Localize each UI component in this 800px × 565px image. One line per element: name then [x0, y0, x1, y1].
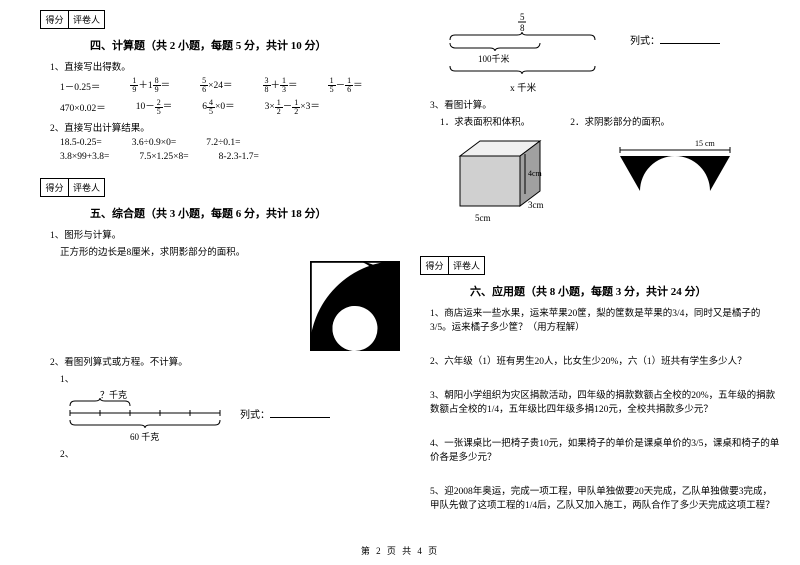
svg-text:5: 5 — [520, 12, 525, 22]
eq-row-4: 3.8×99+3.8= 7.5×1.25×8= 8-2.3-1.7= — [60, 152, 400, 162]
grader-label: 评卷人 — [69, 11, 104, 28]
svg-text:3cm: 3cm — [528, 200, 544, 210]
eq: 38＋13＝ — [263, 77, 298, 94]
top-bracket-figure: 5 8 100千米 列式： — [430, 10, 780, 80]
bracket-diagram-2: 5 8 100千米 — [430, 10, 620, 80]
svg-text:8: 8 — [520, 23, 525, 33]
eq: 7.2÷0.1= — [206, 138, 240, 148]
bracket-diagram: ？千克 60 千克 — [60, 388, 230, 443]
score-label: 得分 — [41, 11, 69, 28]
left-column: 得分 评卷人 四、计算题（共 2 小题，每题 5 分，共计 10 分） 1、直接… — [40, 10, 400, 540]
q3-sub2: 2．求阴影部分的面积。 — [570, 114, 670, 128]
page-footer: 第 2 页 共 4 页 — [0, 544, 800, 557]
section-4-title: 四、计算题（共 2 小题，每题 5 分，共计 10 分） — [90, 37, 400, 53]
q5-2-1: 1、 — [60, 371, 400, 385]
grader-label: 评卷人 — [69, 179, 104, 196]
q3-title: 3、看图计算。 — [430, 97, 780, 111]
q6-3: 3、朝阳小学组织为灾区捐款活动，四年级的捐款数额占全校的20%，五年级的捐款数额… — [430, 387, 780, 415]
score-box: 得分 评卷人 — [420, 256, 485, 275]
eq: 56×24＝ — [200, 77, 232, 94]
eq: 3.6÷0.9×0= — [132, 138, 176, 148]
eq: 3×12－12×3＝ — [265, 98, 320, 115]
eq: 645×0＝ — [202, 98, 234, 115]
q6-2: 2、六年级（1）班有男生20人，比女生少20%，六（1）班共有学生多少人？ — [430, 353, 780, 367]
square-figure-row — [60, 261, 400, 351]
eq: 1－0.25＝ — [60, 79, 100, 93]
label-qkg: ？千克 — [100, 390, 127, 400]
lieshi-label: 列式： — [630, 32, 720, 47]
lieshi-label: 列式： — [240, 406, 330, 421]
eq: 8-2.3-1.7= — [219, 152, 259, 162]
label-60kg: 60 千克 — [130, 432, 159, 442]
q6-1: 1、商店运来一些水果，运来苹果20筐，梨的筐数是苹果的3/4，同时又是橘子的3/… — [430, 305, 780, 333]
grader-label: 评卷人 — [449, 257, 484, 274]
eq-row-3: 18.5-0.25= 3.6÷0.9×0= 7.2÷0.1= — [60, 138, 400, 148]
q3-sub1: 1．求表面积和体积。 — [440, 114, 530, 128]
eq: 470×0.02＝ — [60, 100, 106, 114]
right-column: 5 8 100千米 列式： x 千米 3、看图计算。 1．求表面积和体积。 2．… — [420, 10, 780, 540]
q5-1-sub: 正方形的边长是8厘米，求阴影部分的面积。 — [60, 244, 400, 258]
cube-figure: 4cm 3cm 5cm — [450, 136, 560, 226]
square-yinyang-figure — [310, 261, 400, 351]
q4-1: 1、直接写出得数。 — [50, 59, 400, 73]
bracket-figure-1: ？千克 60 千克 列式： — [60, 388, 400, 443]
q5-2: 2、看图列算式或方程。不计算。 — [50, 354, 400, 368]
score-box: 得分 评卷人 — [40, 178, 105, 197]
svg-text:5cm: 5cm — [475, 213, 491, 223]
section-5-title: 五、综合题（共 3 小题，每题 6 分，共计 18 分） — [90, 205, 400, 221]
eq: 19＋189＝ — [130, 77, 170, 94]
section-6-title: 六、应用题（共 8 小题，每题 3 分，共计 24 分） — [470, 283, 780, 299]
score-label: 得分 — [421, 257, 449, 274]
q6-4: 4、一张课桌比一把椅子贵10元，如果椅子的单价是课桌单价的3/5，课桌和椅子的单… — [430, 435, 780, 463]
eq: 15－16＝ — [328, 77, 363, 94]
q4-2: 2、直接写出计算结果。 — [50, 120, 400, 134]
score-box: 得分 评卷人 — [40, 10, 105, 29]
svg-text:100千米: 100千米 — [478, 53, 510, 64]
eq: 7.5×1.25×8= — [139, 152, 188, 162]
eq: 10－25＝ — [136, 98, 173, 115]
q6-5: 5、迎2008年奥运，完成一项工程，甲队单独做要20天完成，乙队单独做要3完成，… — [430, 483, 780, 511]
score-label: 得分 — [41, 179, 69, 196]
eq: 18.5-0.25= — [60, 138, 102, 148]
q5-2-2: 2、 — [60, 446, 400, 460]
eq: 3.8×99+3.8= — [60, 152, 109, 162]
arch-figure: 15 cm — [610, 136, 740, 206]
x-km-label: x 千米 — [510, 80, 780, 94]
svg-text:4cm: 4cm — [528, 169, 543, 178]
eq-row-2: 470×0.02＝ 10－25＝ 645×0＝ 3×12－12×3＝ — [60, 98, 400, 115]
eq-row-1: 1－0.25＝ 19＋189＝ 56×24＝ 38＋13＝ 15－16＝ — [60, 77, 400, 94]
svg-text:15 cm: 15 cm — [695, 139, 716, 148]
q5-1: 1、图形与计算。 — [50, 227, 400, 241]
